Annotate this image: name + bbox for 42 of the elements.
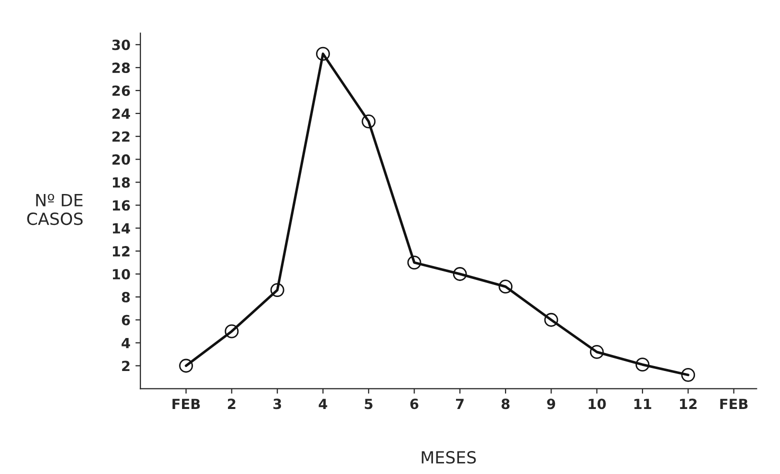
x-tick-label: 7 [456,398,464,409]
x-axis-title: MESES [422,451,476,464]
point [224,324,239,338]
x-tick-label: 10 [588,398,606,410]
y-tick-label: 2 [122,360,130,372]
y-tick-label: 28 [112,62,130,74]
x-tick-label: 11 [634,398,652,409]
point [407,256,422,270]
y-tick-label: 26 [112,85,130,96]
y-tick-label: 14 [112,223,130,234]
x-tick-label: 5 [364,398,372,410]
point [179,358,193,373]
y-tick-label: 16 [112,200,130,211]
x-tick-label: 4 [318,398,328,409]
x-tick-label: 12 [680,398,697,409]
x-tick-label: 2 [228,398,236,409]
y-tick-label: 22 [112,131,130,142]
point [544,312,558,327]
x-tick-label: FEB [172,398,200,409]
point [362,114,376,128]
y-tick-label: 10 [112,268,130,280]
y-tick-label: 12 [112,246,130,256]
y-tick-label: 4 [122,338,130,348]
point [498,280,512,294]
point [452,267,467,281]
x-tick-label: 9 [547,398,556,410]
point [316,46,330,61]
x-tick-label: 3 [273,398,282,410]
x-tick-label: FEB [720,398,748,409]
y-tick-label: 18 [112,177,130,188]
point [270,283,284,297]
y-tick-label: 20 [112,154,130,165]
y-tick-label: 30 [112,40,130,50]
y-axis-title: Nº DE CASOS [27,194,83,226]
x-tick-label: 8 [502,398,510,410]
x-tick-label: 6 [410,398,418,410]
y-tick-label: 8 [122,292,130,302]
y-tick-label: 6 [122,314,130,326]
y-tick-label: 24 [112,108,130,119]
point [590,345,604,359]
point [636,358,650,372]
point [681,368,696,382]
